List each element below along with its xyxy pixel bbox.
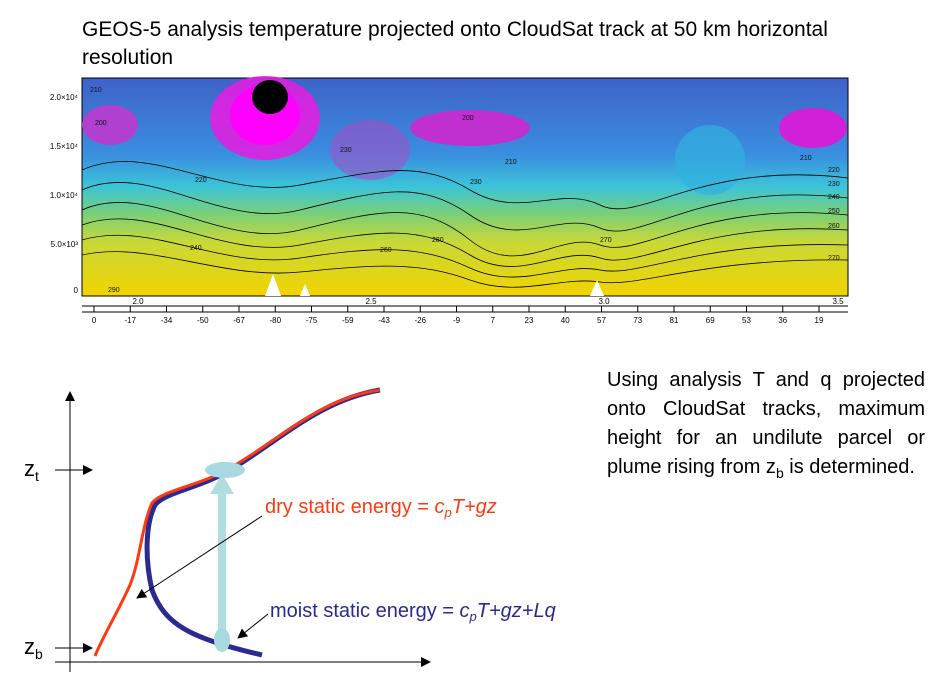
z-top-label: zt xyxy=(24,456,39,484)
x-bottom-label: -34 xyxy=(161,316,173,325)
x-top-label: 3.0 xyxy=(598,297,610,306)
x-bottom-label: 40 xyxy=(561,316,570,325)
x-top-label: 3.5 xyxy=(832,297,844,306)
x-bottom-label: 7 xyxy=(491,316,496,325)
contour-label: 240 xyxy=(828,194,840,201)
x-bottom-label: -50 xyxy=(197,316,209,325)
contour-label: 210 xyxy=(800,155,812,162)
contour-label: 200 xyxy=(95,120,107,127)
contour-label: 200 xyxy=(462,115,474,122)
x-bottom-label: 19 xyxy=(815,316,824,325)
y-tick-label: 1.5×10⁴ xyxy=(50,142,79,151)
contour-plot xyxy=(81,76,849,313)
x-bottom-label: 36 xyxy=(778,316,787,325)
y-tick-label: 2.0×10⁴ xyxy=(50,93,79,102)
contour-label: 250 xyxy=(828,208,840,215)
x-bottom-label: -80 xyxy=(269,316,281,325)
x-bottom-label: 23 xyxy=(525,316,534,325)
contour-label: 220 xyxy=(828,167,840,174)
contour-label: 230 xyxy=(828,181,840,188)
description: Using analysis T and q projected onto Cl… xyxy=(607,369,925,481)
x-bottom-label: 69 xyxy=(706,316,715,325)
x-bottom-label: 73 xyxy=(633,316,642,325)
x-bottom-label: -67 xyxy=(233,316,245,325)
x-bottom-label: -43 xyxy=(378,316,390,325)
contour-label: 270 xyxy=(600,237,612,244)
contour-label: 230 xyxy=(340,147,352,154)
contour-label: 290 xyxy=(108,287,120,294)
x-bottom-label: 0 xyxy=(92,316,97,325)
x-bottom-label: -59 xyxy=(342,316,354,325)
contour-label: 210 xyxy=(90,87,102,94)
dry-label: dry static energy = cpT+gz xyxy=(265,496,497,520)
contour-label: 210 xyxy=(505,159,517,166)
y-tick-label: 5.0×10³ xyxy=(51,240,79,249)
contour-label: 220 xyxy=(195,177,207,184)
y-tick-label: 1.0×10⁴ xyxy=(50,191,79,200)
contour-label: 230 xyxy=(470,179,482,186)
x-bottom-label: -26 xyxy=(414,316,426,325)
x-bottom-label: 57 xyxy=(597,316,606,325)
contour-label: 280 xyxy=(432,237,444,244)
slide-title: GEOS-5 analysis temperature projected on… xyxy=(82,18,828,69)
x-bottom-label: -75 xyxy=(306,316,318,325)
x-bottom-label: -9 xyxy=(453,316,461,325)
contour-label: 240 xyxy=(190,245,202,252)
contour-label: 270 xyxy=(828,255,840,262)
diagram xyxy=(55,387,431,672)
x-bottom-label: -17 xyxy=(124,316,136,325)
x-bottom-label: 81 xyxy=(670,316,679,325)
x-bottom-label: 53 xyxy=(742,316,751,325)
x-top-label: 2.0 xyxy=(132,297,144,306)
z-bottom-label: zb xyxy=(24,634,43,662)
x-top-label: 2.5 xyxy=(365,297,377,306)
y-tick-label: 0 xyxy=(74,286,79,295)
contour-label: 260 xyxy=(828,223,840,230)
contour-label: 260 xyxy=(380,247,392,254)
moist-label: moist static energy = cpT+gz+Lq xyxy=(270,600,556,624)
